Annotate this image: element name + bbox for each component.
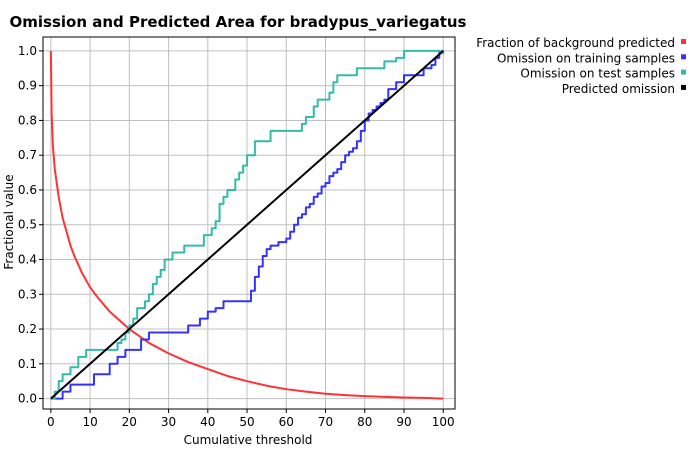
y-axis-label: Fractional value [2,174,16,269]
x-tick-label: 30 [161,415,176,429]
x-tick-label: 50 [239,415,254,429]
y-tick-label: 0.8 [18,113,37,127]
chart-title: Omission and Predicted Area for bradypus… [10,13,467,31]
legend-swatch [681,69,686,75]
series-line-3 [50,50,444,400]
legend-label: Omission on test samples [520,67,675,81]
series-line-0 [49,50,444,400]
y-tick-label: 0.2 [18,322,37,336]
y-tick-label: 0.9 [18,79,37,93]
x-tick-label: 40 [200,415,215,429]
y-tick-label: 0.3 [18,287,37,301]
y-tick-label: 0.5 [18,218,37,232]
y-tick-label: 0.7 [18,148,37,162]
y-tick-label: 1.0 [18,44,37,58]
x-tick-label: 60 [279,415,294,429]
y-tick-label: 0.4 [18,253,37,267]
series-line-2 [50,49,445,400]
legend-label: Omission on training samples [497,51,675,65]
series-lines [49,49,445,400]
x-tick-label: 90 [396,415,411,429]
legend: Fraction of background predictedOmission… [476,36,686,96]
y-tick-label: 0.6 [18,183,37,197]
y-tick-label: 0.1 [18,357,37,371]
x-axis-ticks: 0 10 20 30 40 50 60 70 80 90 100 [47,409,455,429]
legend-swatch [681,84,686,90]
plot-frame [42,36,456,410]
x-tick-label: 70 [318,415,333,429]
legend-label: Fraction of background predicted [476,36,675,50]
y-axis-ticks: 0.0 0.1 0.2 0.3 0.4 0.5 0.6 0.7 0.8 0.9 1.0 [18,44,43,406]
x-tick-label: 80 [357,415,372,429]
legend-swatch [681,39,686,44]
x-tick-label: 100 [432,415,455,429]
y-tick-label: 0.0 [18,392,37,406]
x-tick-label: 0 [47,415,55,429]
x-tick-label: 20 [122,415,137,429]
x-axis-label: Cumulative threshold [184,433,313,447]
legend-label: Predicted omission [562,82,675,96]
legend-swatch [681,54,686,60]
grid-lines [43,37,455,409]
x-tick-label: 10 [82,415,97,429]
